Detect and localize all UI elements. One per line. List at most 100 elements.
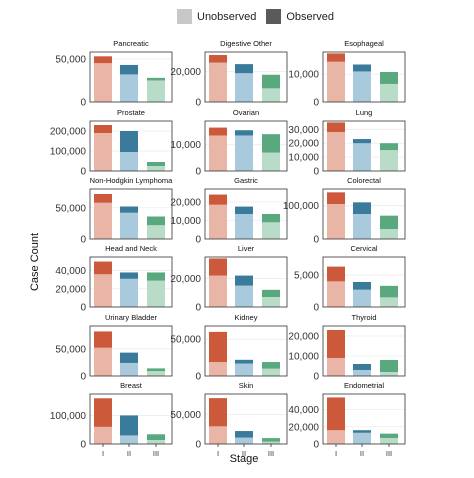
legend-swatch-observed bbox=[266, 9, 282, 24]
y-tick-label: 0 bbox=[313, 372, 319, 383]
panel-border-ovarian bbox=[204, 120, 288, 172]
bar-unobserved-ovarian-II bbox=[235, 135, 253, 171]
y-tick-label: 10,000 bbox=[288, 153, 319, 164]
y-tick-label: 0 bbox=[195, 167, 201, 178]
bar-unobserved-ovarian-I bbox=[209, 135, 227, 171]
bar-observed-ovarian-III bbox=[262, 134, 280, 153]
panel-title-gastric: Gastric bbox=[234, 176, 258, 185]
panel-title-lung: Lung bbox=[356, 108, 373, 117]
bar-observed-skin-II bbox=[235, 431, 253, 438]
bar-observed-endometrial-I bbox=[327, 397, 345, 431]
bar-observed-cervical-III bbox=[380, 285, 398, 298]
x-tick-label: III bbox=[268, 449, 274, 458]
bar-unobserved-prostate-II bbox=[120, 152, 138, 171]
bar-unobserved-digestive-other-III bbox=[262, 88, 280, 102]
y-tick-label: 0 bbox=[313, 303, 319, 314]
bar-unobserved-digestive-other-II bbox=[235, 73, 253, 102]
bar-observed-non-hodgkin-lymphoma-II bbox=[120, 206, 138, 213]
bar-observed-colorectal-I bbox=[327, 192, 345, 204]
y-tick-label: 20,000 bbox=[170, 197, 201, 208]
bar-observed-digestive-other-III bbox=[262, 74, 280, 89]
bar-unobserved-gastric-II bbox=[235, 214, 253, 239]
y-tick-label: 20,000 bbox=[55, 284, 86, 295]
y-tick-label: 10,000 bbox=[170, 140, 201, 151]
legend-item-observed: Observed bbox=[266, 9, 334, 24]
bar-unobserved-non-hodgkin-lymphoma-I bbox=[94, 202, 112, 239]
bar-observed-thyroid-III bbox=[380, 360, 398, 372]
y-tick-label: 10,000 bbox=[170, 216, 201, 227]
y-tick-label: 0 bbox=[195, 303, 201, 314]
bar-unobserved-gastric-I bbox=[209, 204, 227, 239]
bar-unobserved-esophageal-I bbox=[327, 61, 345, 102]
bar-observed-pancreatic-II bbox=[120, 64, 138, 75]
legend-item-unobserved: Unobserved bbox=[177, 9, 256, 24]
x-tick-label: II bbox=[242, 449, 246, 458]
bar-observed-kidney-I bbox=[209, 331, 227, 363]
panel-title-prostate: Prostate bbox=[117, 108, 145, 117]
y-tick-label: 0 bbox=[195, 372, 201, 383]
bar-observed-head-and-neck-I bbox=[94, 261, 112, 275]
bar-observed-prostate-III bbox=[147, 162, 165, 166]
bar-observed-pancreatic-III bbox=[147, 77, 165, 81]
bar-unobserved-pancreatic-III bbox=[147, 80, 165, 102]
panel-title-urinary-bladder: Urinary Bladder bbox=[105, 313, 158, 322]
panel-border-colorectal bbox=[322, 188, 406, 240]
y-tick-label: 0 bbox=[80, 372, 86, 383]
bar-unobserved-gastric-III bbox=[262, 222, 280, 239]
panel-title-thyroid: Thyroid bbox=[351, 313, 376, 322]
bar-unobserved-non-hodgkin-lymphoma-III bbox=[147, 225, 165, 239]
panel-title-liver: Liver bbox=[238, 244, 255, 253]
bar-unobserved-endometrial-II bbox=[353, 432, 371, 444]
legend-label-unobserved: Unobserved bbox=[197, 10, 257, 23]
bar-unobserved-endometrial-I bbox=[327, 430, 345, 444]
bar-unobserved-breast-II bbox=[120, 435, 138, 444]
y-tick-label: 100,000 bbox=[50, 147, 87, 158]
bar-unobserved-breast-III bbox=[147, 440, 165, 444]
y-tick-label: 200,000 bbox=[50, 127, 87, 138]
bar-unobserved-head-and-neck-II bbox=[120, 278, 138, 307]
y-tick-label: 0 bbox=[313, 98, 319, 109]
bar-unobserved-liver-III bbox=[262, 297, 280, 307]
bar-unobserved-urinary-bladder-II bbox=[120, 362, 138, 376]
bar-observed-kidney-II bbox=[235, 359, 253, 364]
x-tick-label: I bbox=[335, 449, 337, 458]
y-tick-label: 40,000 bbox=[55, 266, 86, 277]
panel-title-head-and-neck: Head and Neck bbox=[105, 244, 157, 253]
bar-unobserved-skin-III bbox=[262, 441, 280, 444]
bar-unobserved-urinary-bladder-III bbox=[147, 371, 165, 376]
panel-title-esophageal: Esophageal bbox=[344, 39, 384, 48]
y-tick-label: 50,000 bbox=[55, 54, 86, 65]
bar-unobserved-ovarian-III bbox=[262, 152, 280, 171]
panel-border-breast bbox=[89, 393, 173, 445]
y-tick-label: 0 bbox=[80, 98, 86, 109]
bar-observed-prostate-I bbox=[94, 125, 112, 133]
bar-observed-head-and-neck-III bbox=[147, 272, 165, 281]
x-tick-label: II bbox=[360, 449, 364, 458]
bar-unobserved-cervical-III bbox=[380, 297, 398, 307]
bar-observed-esophageal-I bbox=[327, 53, 345, 62]
panel-border-thyroid bbox=[322, 325, 406, 377]
bar-observed-colorectal-III bbox=[380, 215, 398, 229]
panel-title-skin: Skin bbox=[239, 381, 254, 390]
bar-observed-breast-I bbox=[94, 398, 112, 427]
bar-unobserved-pancreatic-I bbox=[94, 63, 112, 102]
bar-observed-cervical-II bbox=[353, 282, 371, 290]
panel-title-non-hodgkin-lymphoma: Non-Hodgkin Lymphoma bbox=[90, 176, 174, 185]
panel-border-non-hodgkin-lymphoma bbox=[89, 188, 173, 240]
bar-observed-thyroid-I bbox=[327, 330, 345, 358]
y-tick-label: 20,000 bbox=[288, 332, 319, 343]
bar-unobserved-colorectal-III bbox=[380, 229, 398, 239]
bar-observed-breast-II bbox=[120, 415, 138, 436]
panel-title-pancreatic: Pancreatic bbox=[113, 39, 149, 48]
x-axis-title: Stage bbox=[229, 453, 259, 465]
bar-observed-breast-III bbox=[147, 434, 165, 440]
bar-unobserved-colorectal-II bbox=[353, 214, 371, 239]
legend: Unobserved Observed bbox=[177, 9, 344, 24]
bar-observed-liver-III bbox=[262, 289, 280, 297]
y-tick-label: 100,000 bbox=[50, 411, 87, 422]
bar-unobserved-cervical-I bbox=[327, 281, 345, 307]
bar-observed-esophageal-II bbox=[353, 64, 371, 72]
panel-border-digestive-other bbox=[204, 51, 288, 103]
y-tick-label: 0 bbox=[313, 440, 319, 451]
bar-observed-endometrial-II bbox=[353, 430, 371, 433]
